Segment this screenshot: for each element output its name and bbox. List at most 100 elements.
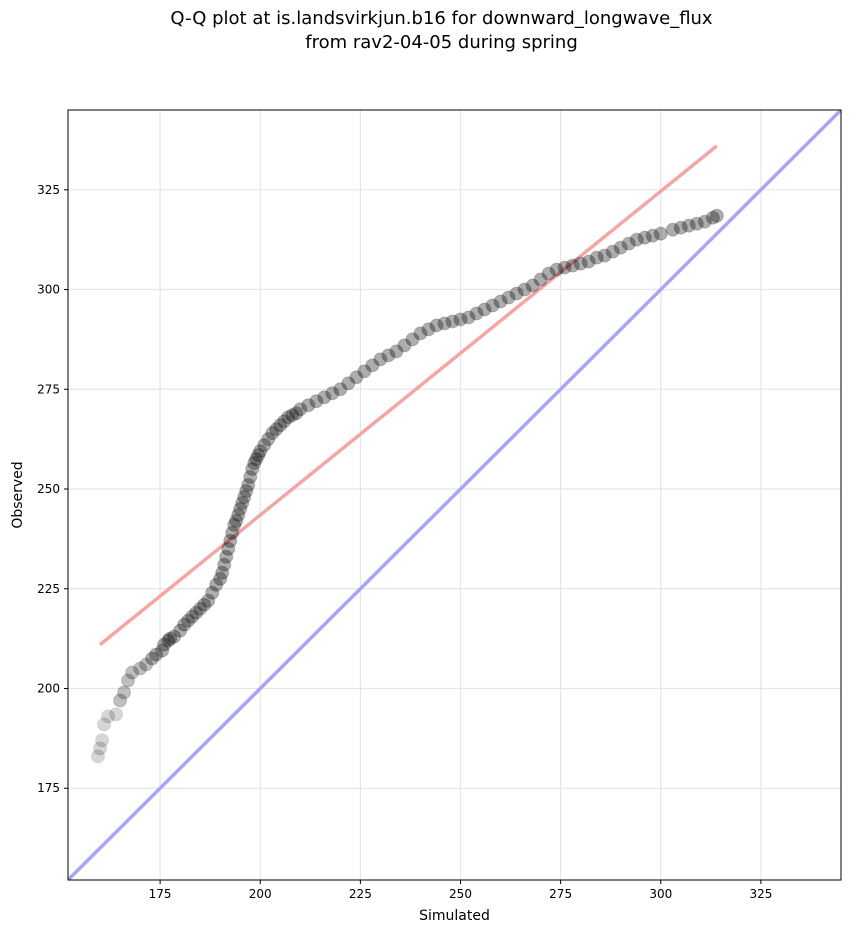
data-point: [225, 525, 240, 540]
data-point: [469, 306, 484, 321]
data-point: [301, 398, 316, 413]
data-point: [541, 266, 556, 281]
data-point: [525, 278, 540, 293]
x-tick-label: 325: [749, 887, 772, 901]
y-tick-label: 325: [37, 183, 60, 197]
data-point: [227, 517, 242, 532]
data-point: [185, 609, 200, 624]
data-point: [365, 358, 380, 373]
data-point: [461, 310, 476, 325]
data-point: [113, 693, 128, 708]
data-point: [349, 370, 364, 385]
data-point: [653, 226, 668, 241]
data-point: [533, 272, 548, 287]
data-point: [215, 565, 230, 580]
data-point: [273, 418, 288, 433]
data-point: [325, 386, 340, 401]
x-tick-label: 250: [449, 887, 472, 901]
data-point: [161, 633, 176, 648]
x-tick-label: 275: [549, 887, 572, 901]
data-point: [697, 214, 712, 229]
data-point: [613, 240, 628, 255]
data-point: [565, 258, 580, 273]
data-point: [91, 749, 106, 764]
data-point: [453, 312, 468, 327]
data-point: [689, 216, 704, 231]
data-point: [109, 707, 124, 722]
data-point: [223, 533, 238, 548]
data-point: [341, 376, 356, 391]
data-point: [219, 549, 234, 564]
data-point: [445, 314, 460, 329]
data-point: [277, 414, 292, 429]
data-point: [125, 665, 140, 680]
data-point: [581, 254, 596, 269]
data-point: [189, 605, 204, 620]
axis-ticks: 175 200 225 250 275 300 325 175 200 225 250 275 300 3…: [37, 183, 772, 901]
data-point: [381, 348, 396, 363]
data-point: [229, 513, 244, 528]
data-point: [405, 332, 420, 347]
y-tick-label: 175: [37, 781, 60, 795]
data-point: [97, 717, 112, 732]
x-tick-label: 300: [649, 887, 672, 901]
data-points: [91, 208, 724, 764]
x-tick-label: 175: [149, 887, 172, 901]
data-point: [493, 294, 508, 309]
data-point: [549, 262, 564, 277]
data-point: [397, 338, 412, 353]
data-point: [213, 571, 228, 586]
data-point: [221, 541, 236, 556]
data-point: [501, 290, 516, 305]
data-point: [239, 484, 254, 499]
data-point: [477, 302, 492, 317]
data-point: [517, 282, 532, 297]
data-point: [605, 244, 620, 259]
data-point: [149, 647, 164, 662]
data-point: [629, 232, 644, 247]
y-tick-label: 225: [37, 582, 60, 596]
data-point: [509, 286, 524, 301]
plot-frame: [67, 109, 842, 881]
data-point: [205, 585, 220, 600]
data-point: [101, 709, 116, 724]
data-point: [197, 597, 212, 612]
y-tick-label: 300: [37, 283, 60, 297]
data-point: [157, 637, 172, 652]
data-point: [243, 470, 258, 485]
x-axis-label: Simulated: [419, 908, 490, 924]
data-point: [193, 601, 208, 616]
data-point: [121, 673, 136, 688]
y-tick-label: 250: [37, 482, 60, 496]
x-tick-label: 200: [249, 887, 272, 901]
data-point: [139, 657, 154, 672]
y-tick-label: 275: [37, 382, 60, 396]
data-point: [705, 210, 720, 225]
data-point: [233, 501, 248, 516]
data-point: [167, 629, 182, 644]
data-point: [413, 326, 428, 341]
data-point: [173, 623, 188, 638]
data-point: [251, 448, 266, 463]
data-point: [289, 406, 304, 421]
data-point: [421, 322, 436, 337]
data-point: [155, 643, 170, 658]
data-point: [261, 432, 276, 447]
x-tick-label: 225: [349, 887, 372, 901]
y-axis-label: Observed: [10, 461, 26, 528]
data-point: [209, 577, 224, 592]
data-point: [665, 222, 680, 237]
data-point: [269, 422, 284, 437]
data-point: [597, 248, 612, 263]
data-point: [437, 316, 452, 331]
data-point: [163, 631, 178, 646]
identity-line: [68, 110, 841, 880]
data-point: [237, 489, 252, 504]
chart-title-line-2: from rav2-04-05 during spring: [305, 32, 578, 53]
data-point: [557, 260, 572, 275]
data-point: [285, 408, 300, 423]
data-point: [201, 593, 216, 608]
fit-line: [98, 144, 718, 646]
data-point: [293, 402, 308, 417]
